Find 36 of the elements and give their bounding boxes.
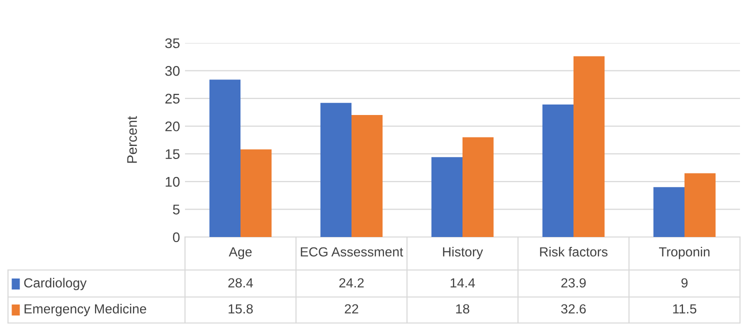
data-label: 28.4: [228, 278, 253, 288]
x-tick-label: Age: [228, 247, 252, 260]
data-label: 24.2: [339, 278, 364, 288]
bar: [352, 115, 383, 237]
bar: [542, 104, 574, 237]
data-label: 22: [344, 304, 358, 314]
y-tick-label: 0: [172, 232, 180, 242]
data-label: 9: [681, 278, 688, 288]
legend-label: Emergency Medicine: [24, 304, 146, 316]
bar: [240, 149, 272, 237]
y-tick-label: 30: [165, 66, 180, 76]
x-tick-label: ECG Assessment: [300, 247, 404, 257]
data-label: 32.6: [561, 304, 586, 314]
y-tick-label: 15: [166, 149, 180, 160]
y-tick-label: 10: [166, 176, 180, 187]
bar: [574, 56, 605, 237]
bar: [209, 80, 240, 237]
data-label: 14.4: [450, 278, 475, 288]
data-label: 18: [456, 304, 470, 314]
bar: [653, 187, 684, 237]
bar: [431, 157, 462, 237]
data-label: 23.9: [561, 278, 586, 288]
x-tick-label: Troponin: [659, 246, 710, 260]
bar: [684, 173, 716, 237]
x-tick-label: History: [443, 246, 483, 260]
data-label: 11.5: [673, 304, 696, 314]
bar: [462, 137, 494, 237]
data-label: 15.8: [228, 304, 253, 314]
y-tick-label: 25: [165, 94, 180, 104]
x-tick-label: Risk factors: [540, 246, 608, 257]
bar: [320, 102, 352, 237]
y-tick-label: 20: [165, 121, 180, 132]
y-axis-title: Percent: [127, 116, 137, 163]
y-tick-label: 5: [172, 204, 180, 214]
y-tick-label: 35: [165, 38, 180, 48]
legend-label: Cardiology: [24, 278, 87, 290]
